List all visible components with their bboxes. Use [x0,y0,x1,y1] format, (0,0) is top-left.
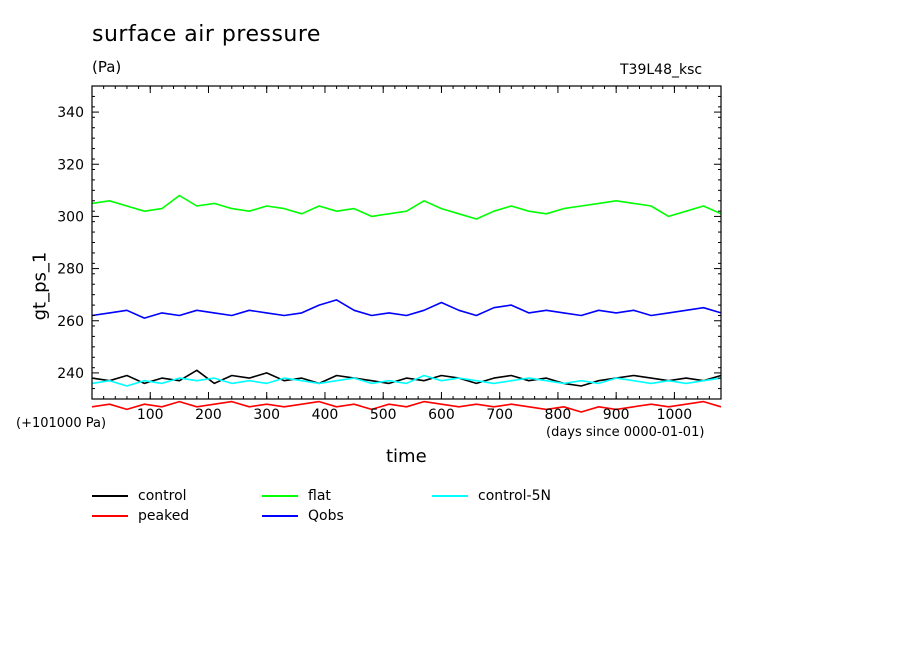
legend-item-flat: flat [262,487,331,505]
chart-units: (Pa) [92,58,122,76]
series-line-peaked [91,400,722,413]
series-line-flat [91,194,722,220]
y-tick-label: 260 [57,314,84,330]
x-tick-label: 900 [603,407,630,423]
legend-swatch [432,495,468,497]
y-offset-note: (+101000 Pa) [16,416,107,431]
y-tick-label: 240 [57,366,84,382]
x-tick-label: 200 [195,407,222,423]
y-tick-label: 320 [57,157,84,173]
series-line-Qobs [91,299,722,319]
y-tick-label: 280 [57,262,84,278]
x-tick-label: 300 [253,407,280,423]
legend-label: control-5N [478,488,551,504]
legend-item-control-5N: control-5N [432,487,551,505]
legend-label: control [138,488,187,504]
series-line-control-5N [91,374,722,387]
legend-swatch [92,495,128,497]
x-tick-label: 700 [486,407,513,423]
x-tick-label: 600 [428,407,455,423]
legend-label: peaked [138,508,190,524]
x-tick-label: 500 [370,407,397,423]
x-tick-label: 800 [545,407,572,423]
legend-item-control: control [92,487,187,505]
y-tick-label: 340 [57,105,84,121]
run-id-label: T39L48_ksc [620,62,703,78]
x-tick-label: 100 [137,407,164,423]
x-axis-label: time [386,446,427,467]
legend-swatch [262,495,298,497]
chart-title: surface air pressure [92,22,321,47]
plot-frame [91,85,722,400]
legend-label: flat [308,488,331,504]
legend-swatch [92,515,128,517]
legend-item-peaked: peaked [92,507,189,525]
y-tick-label: 300 [57,209,84,225]
x-tick-label: 1000 [657,407,693,423]
legend-swatch [262,515,298,517]
x-unit-note: (days since 0000-01-01) [546,425,705,440]
x-tick-label: 400 [312,407,339,423]
legend-item-Qobs: Qobs [262,507,344,525]
legend-label: Qobs [308,508,344,524]
